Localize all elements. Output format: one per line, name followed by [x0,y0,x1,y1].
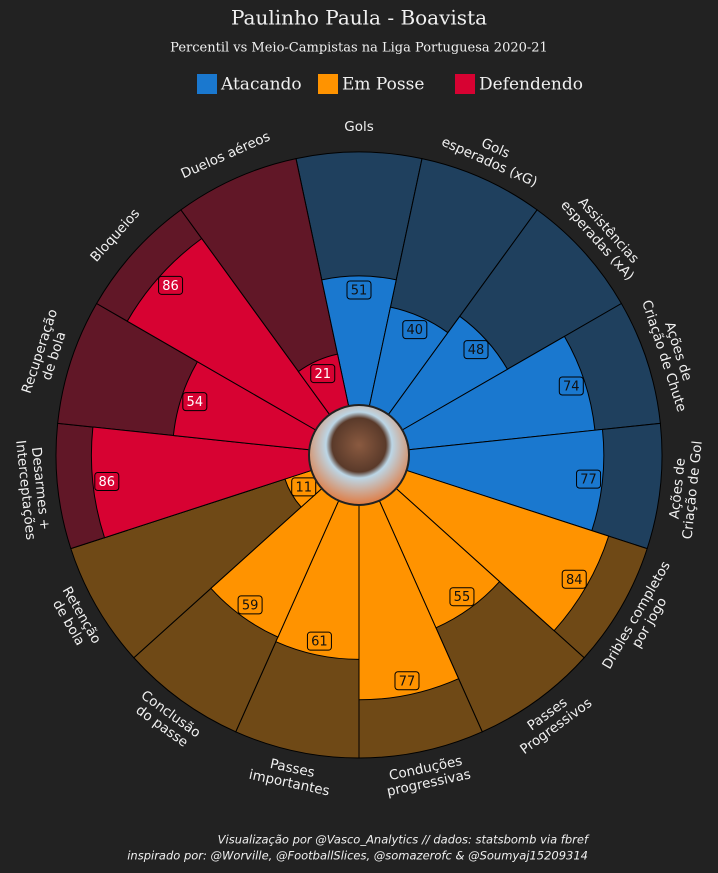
value-label: 40 [407,323,424,338]
value-label-box [306,631,332,651]
value-label: 61 [311,635,328,650]
value-label-box [463,340,489,360]
footer: Visualização por @Vasco_Analytics // dad… [218,833,590,847]
player-photo [308,404,410,506]
value-label: 54 [187,395,204,410]
value-label-box [449,587,475,607]
value-label: 77 [580,473,597,488]
value-label-box [576,469,602,489]
legend-swatch [318,74,338,94]
value-label-box [310,364,336,384]
value-label-box [346,280,372,300]
value-label: 86 [162,279,179,294]
value-label-box [291,477,317,497]
legend-label: Defendendo [479,75,583,95]
value-label: 51 [351,283,368,298]
legend: Atacando Em Posse Defendendo [197,74,583,95]
value-label-box [561,569,587,589]
value-label: 86 [99,475,116,490]
category-label-line: Gols [344,119,374,135]
value-label-box [94,472,120,492]
value-label: 77 [399,674,416,689]
chart-title: Paulinho Paula - Boavista [231,6,487,30]
category-label-line: Ações de [667,457,689,520]
legend-swatch [455,74,475,94]
value-label: 48 [468,343,485,358]
value-label: 59 [242,598,259,613]
category-label: Gols [344,119,374,135]
value-label: 11 [295,480,312,495]
value-label: 21 [314,367,331,382]
legend-swatch [197,74,217,94]
wedges [55,151,663,759]
value-label-box [237,595,263,615]
value-label: 84 [566,573,583,588]
legend-label: Atacando [220,75,302,95]
legend-label: Em Posse [342,75,424,95]
value-label-box [394,671,420,691]
value-label: 55 [454,590,471,605]
footer: inspirado por: @Worville, @FootballSlice… [127,849,588,863]
value-label-box [558,376,584,396]
value-label: 74 [563,380,580,395]
value-label-box [402,320,428,340]
chart-subtitle: Percentil vs Meio-Campistas na Liga Port… [170,41,548,56]
value-label-box [158,275,184,295]
value-label-box [182,392,208,412]
